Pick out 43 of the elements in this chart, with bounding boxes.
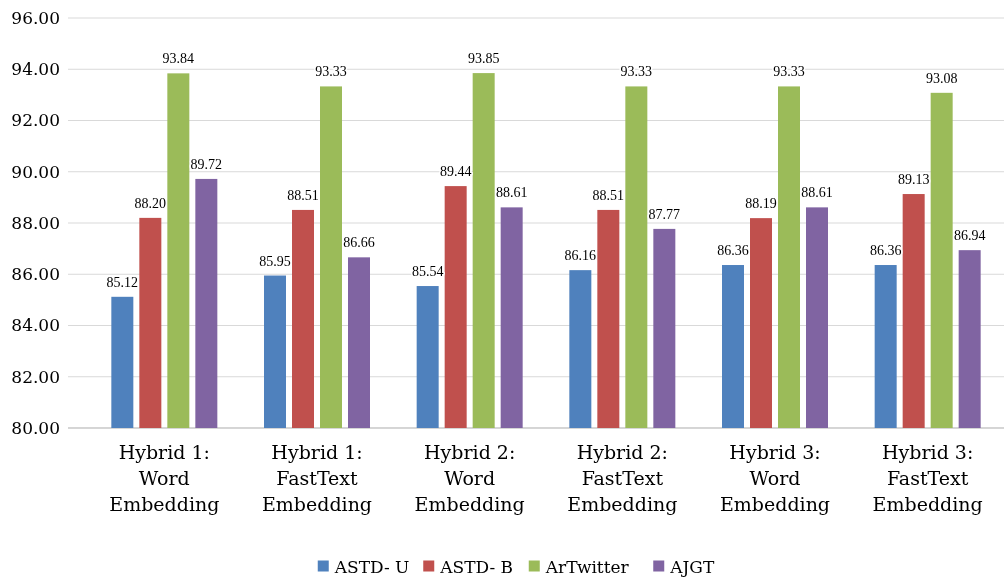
legend-label: ArTwitter [544, 556, 630, 577]
x-tick-label: Hybrid 1: Word Embedding [109, 441, 220, 515]
data-label: 88.61 [801, 185, 833, 201]
data-label: 93.33 [620, 64, 653, 80]
data-label: 85.12 [106, 274, 139, 290]
data-label: 89.13 [897, 172, 930, 188]
y-tick-label: 92.00 [11, 110, 60, 131]
data-label: 87.77 [648, 206, 681, 222]
data-label: 86.16 [564, 248, 597, 264]
y-tick-label: 94.00 [11, 59, 60, 80]
data-label: 93.33 [315, 64, 347, 80]
y-tick-label: 82.00 [11, 366, 60, 387]
data-label: 88.51 [287, 187, 319, 203]
data-label: 85.54 [411, 264, 444, 280]
y-tick-label: 86.00 [11, 264, 60, 285]
legend-label: ASTD- B [439, 556, 514, 577]
y-tick-label: 90.00 [11, 161, 60, 182]
data-label: 86.36 [869, 243, 902, 259]
legend-label: ASTD- U [333, 556, 410, 577]
x-tick-label: Hybrid 2: FastText Embedding [567, 441, 678, 515]
legend-label: AJGT [669, 556, 715, 577]
data-label: 88.20 [134, 195, 167, 211]
data-label: 85.95 [259, 253, 291, 269]
data-label: 93.33 [773, 64, 805, 80]
data-label: 86.94 [953, 228, 986, 244]
x-tick-label: Hybrid 2: Word Embedding [414, 441, 525, 515]
x-tick-label: Hybrid 3: FastText Embedding [872, 441, 983, 515]
data-label: 88.19 [745, 196, 777, 212]
y-tick-label: 88.00 [11, 212, 60, 233]
x-tick-label: Hybrid 3: Word Embedding [719, 441, 831, 515]
data-label: 93.84 [162, 51, 195, 67]
data-label: 89.44 [439, 164, 472, 180]
data-label: 86.36 [717, 243, 749, 259]
data-label: 88.51 [592, 187, 625, 203]
y-tick-label: 84.00 [11, 315, 60, 336]
data-label: 93.08 [925, 70, 958, 86]
y-tick-label: 80.00 [11, 417, 60, 438]
data-label: 88.61 [495, 185, 528, 201]
x-tick-label: Hybrid 1: FastText Embedding [261, 441, 373, 515]
data-label: 93.85 [467, 51, 500, 67]
data-label: 89.72 [190, 156, 223, 172]
y-tick-label: 96.00 [11, 7, 60, 28]
data-label: 86.66 [343, 235, 375, 251]
